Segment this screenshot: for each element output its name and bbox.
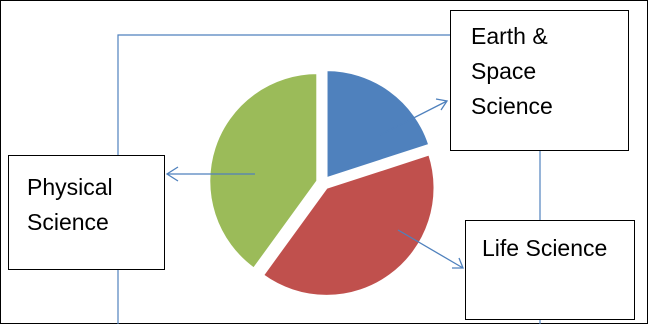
physical-science-label-box: Physical Science	[8, 155, 165, 270]
arrow-to-earth	[379, 98, 449, 136]
arrow-to-physical	[165, 166, 255, 182]
earth-space-science-label-box: Earth & Space Science	[450, 10, 629, 151]
life-label-line-1: Life Science	[482, 235, 608, 261]
earth-label-line-3: Science	[471, 93, 553, 119]
earth-label-line-2: Space	[471, 58, 537, 84]
earth-label-line-1: Earth &	[471, 23, 548, 49]
pie-slice-life-science	[261, 153, 436, 297]
pie-chart	[208, 69, 436, 297]
pie-slice-earth-space-science	[325, 69, 431, 180]
physical-label-line-1: Physical	[27, 174, 113, 200]
pie-slice-physical-science	[208, 72, 319, 270]
arrow-to-life	[397, 229, 464, 269]
top-connector-line	[117, 34, 450, 155]
physical-label-line-2: Science	[27, 209, 109, 235]
life-science-label-box: Life Science	[465, 220, 635, 320]
